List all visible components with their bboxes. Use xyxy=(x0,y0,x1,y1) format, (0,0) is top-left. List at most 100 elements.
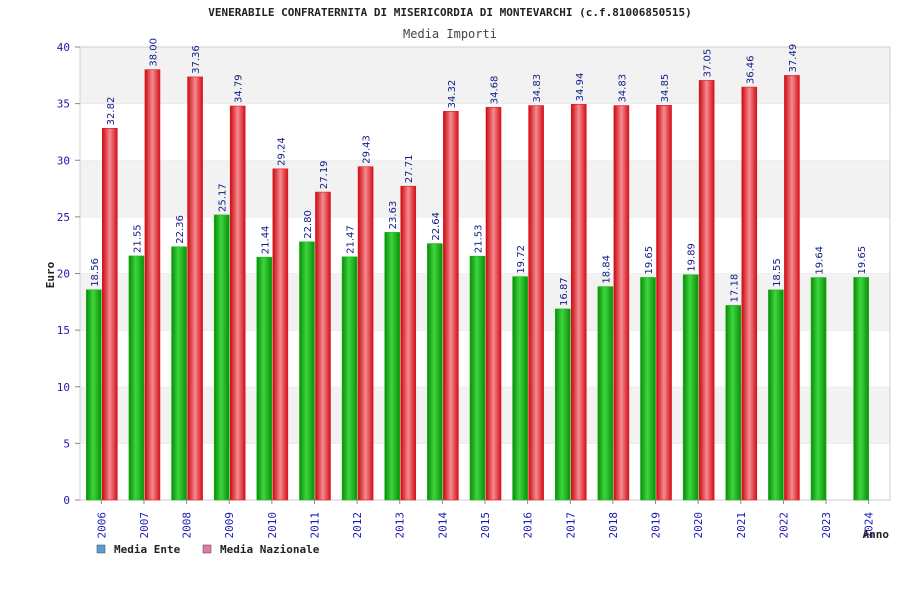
bar-media-nazionale xyxy=(272,168,289,501)
bar-media-ente xyxy=(213,214,230,501)
x-tick-label: 2017 xyxy=(564,512,577,539)
x-axis-label: Anno xyxy=(863,528,890,541)
bar-media-nazionale xyxy=(528,105,544,501)
x-tick-label: 2020 xyxy=(692,512,705,539)
legend-swatch-media-nazionale xyxy=(202,544,212,554)
data-label: 34.32 xyxy=(447,80,458,109)
bar-media-nazionale xyxy=(400,185,417,501)
data-label: 16.87 xyxy=(559,277,570,306)
bar-media-nazionale xyxy=(613,105,630,501)
data-label: 37.05 xyxy=(703,49,714,78)
bar-media-nazionale xyxy=(102,128,118,501)
data-label: 18.56 xyxy=(90,258,101,287)
y-tick-label: 10 xyxy=(57,381,70,394)
y-tick-label: 0 xyxy=(63,494,70,507)
bar-media-ente xyxy=(299,241,315,501)
y-axis: 0 5 10 15 20 25 30 35 40 xyxy=(57,41,80,507)
y-tick-label: 20 xyxy=(57,268,70,281)
x-tick-label: 2011 xyxy=(308,512,321,539)
bar-media-ente xyxy=(597,286,614,501)
chart-subtitle: Media Importi xyxy=(403,27,497,41)
x-tick-label: 2006 xyxy=(95,512,108,539)
bar-media-nazionale xyxy=(443,111,459,501)
x-tick-label: 2018 xyxy=(607,512,620,539)
bar-media-nazionale xyxy=(698,80,715,501)
x-tick-label: 2016 xyxy=(522,512,535,539)
x-tick-label: 2024 xyxy=(863,512,876,539)
data-label: 21.44 xyxy=(260,226,271,255)
data-label: 19.64 xyxy=(815,246,826,275)
x-tick-label: 2014 xyxy=(436,512,449,539)
data-label: 27.71 xyxy=(404,155,415,184)
chart-title: VENERABILE CONFRATERNITA DI MISERICORDIA… xyxy=(208,6,691,19)
data-label: 27.19 xyxy=(319,160,330,189)
bar-media-ente xyxy=(128,255,145,501)
data-label: 34.83 xyxy=(617,74,628,103)
bar-media-ente xyxy=(341,256,358,501)
data-label: 38.00 xyxy=(148,38,159,67)
x-tick-label: 2022 xyxy=(777,512,790,539)
x-tick-label: 2023 xyxy=(820,512,833,539)
data-label: 29.24 xyxy=(276,137,287,166)
data-label: 34.79 xyxy=(234,74,245,103)
bar-media-nazionale xyxy=(485,106,502,501)
x-tick-label: 2015 xyxy=(479,512,492,539)
x-tick-label: 2012 xyxy=(351,512,364,539)
data-label: 18.84 xyxy=(601,255,612,284)
legend-label-media-ente: Media Ente xyxy=(114,543,181,556)
data-label: 21.53 xyxy=(474,225,485,254)
legend-label-media-nazionale: Media Nazionale xyxy=(220,543,320,556)
bar-media-ente xyxy=(512,276,528,501)
bar-media-nazionale xyxy=(741,86,758,501)
legend-swatch-media-ente xyxy=(96,544,106,554)
bar-media-nazionale xyxy=(357,166,374,501)
data-label: 25.17 xyxy=(218,183,229,212)
y-tick-label: 25 xyxy=(57,211,70,224)
data-label: 22.36 xyxy=(175,215,186,244)
data-label: 29.43 xyxy=(362,135,373,164)
bar-media-nazionale xyxy=(315,191,331,501)
data-label: 37.36 xyxy=(191,45,202,74)
x-tick-label: 2009 xyxy=(223,512,236,539)
bar-media-ente xyxy=(384,232,401,501)
data-label: 34.94 xyxy=(575,73,586,102)
data-label: 19.65 xyxy=(857,246,868,275)
bar-media-ente xyxy=(427,243,443,501)
bar-media-ente xyxy=(256,256,273,501)
bar-media-ente xyxy=(554,308,571,501)
data-label: 34.68 xyxy=(490,76,501,105)
bar-media-ente xyxy=(640,277,656,501)
y-tick-label: 30 xyxy=(57,154,70,167)
bar-media-nazionale xyxy=(784,75,800,501)
bar-media-ente xyxy=(853,277,869,501)
y-tick-label: 5 xyxy=(63,437,70,450)
bar-media-ente xyxy=(171,246,187,501)
y-tick-label: 35 xyxy=(57,98,70,111)
x-tick-label: 2013 xyxy=(394,512,407,539)
data-label: 17.18 xyxy=(729,274,740,303)
data-label: 32.82 xyxy=(106,97,117,126)
bar-media-ente xyxy=(86,289,102,501)
legend: Media Ente Media Nazionale xyxy=(96,543,320,556)
x-tick-label: 2019 xyxy=(650,512,663,539)
x-tick-label: 2021 xyxy=(735,512,748,539)
bar-media-nazionale xyxy=(656,105,672,501)
bar-media-ente xyxy=(469,255,486,501)
data-label: 21.47 xyxy=(346,225,357,254)
x-tick-label: 2010 xyxy=(266,512,279,539)
y-tick-label: 40 xyxy=(57,41,70,54)
data-label: 36.46 xyxy=(745,55,756,84)
bar-media-ente xyxy=(682,274,699,501)
data-label: 23.63 xyxy=(388,201,399,230)
data-label: 19.72 xyxy=(516,245,527,274)
bar-media-ente xyxy=(768,289,784,501)
bar-media-nazionale xyxy=(229,105,246,501)
x-axis: 2006 2007 2008 2009 2010 2011 2012 2013 2014 2015… xyxy=(95,500,876,539)
data-label: 18.55 xyxy=(772,258,783,287)
bar-media-nazionale xyxy=(570,104,587,501)
y-axis-label: Euro xyxy=(44,261,57,288)
bar-media-nazionale xyxy=(187,76,203,501)
data-label: 21.55 xyxy=(132,224,143,253)
bars: 18.56 32.82 21.55 38.00 22.36 37.36 25.17 34.79… xyxy=(86,38,869,501)
